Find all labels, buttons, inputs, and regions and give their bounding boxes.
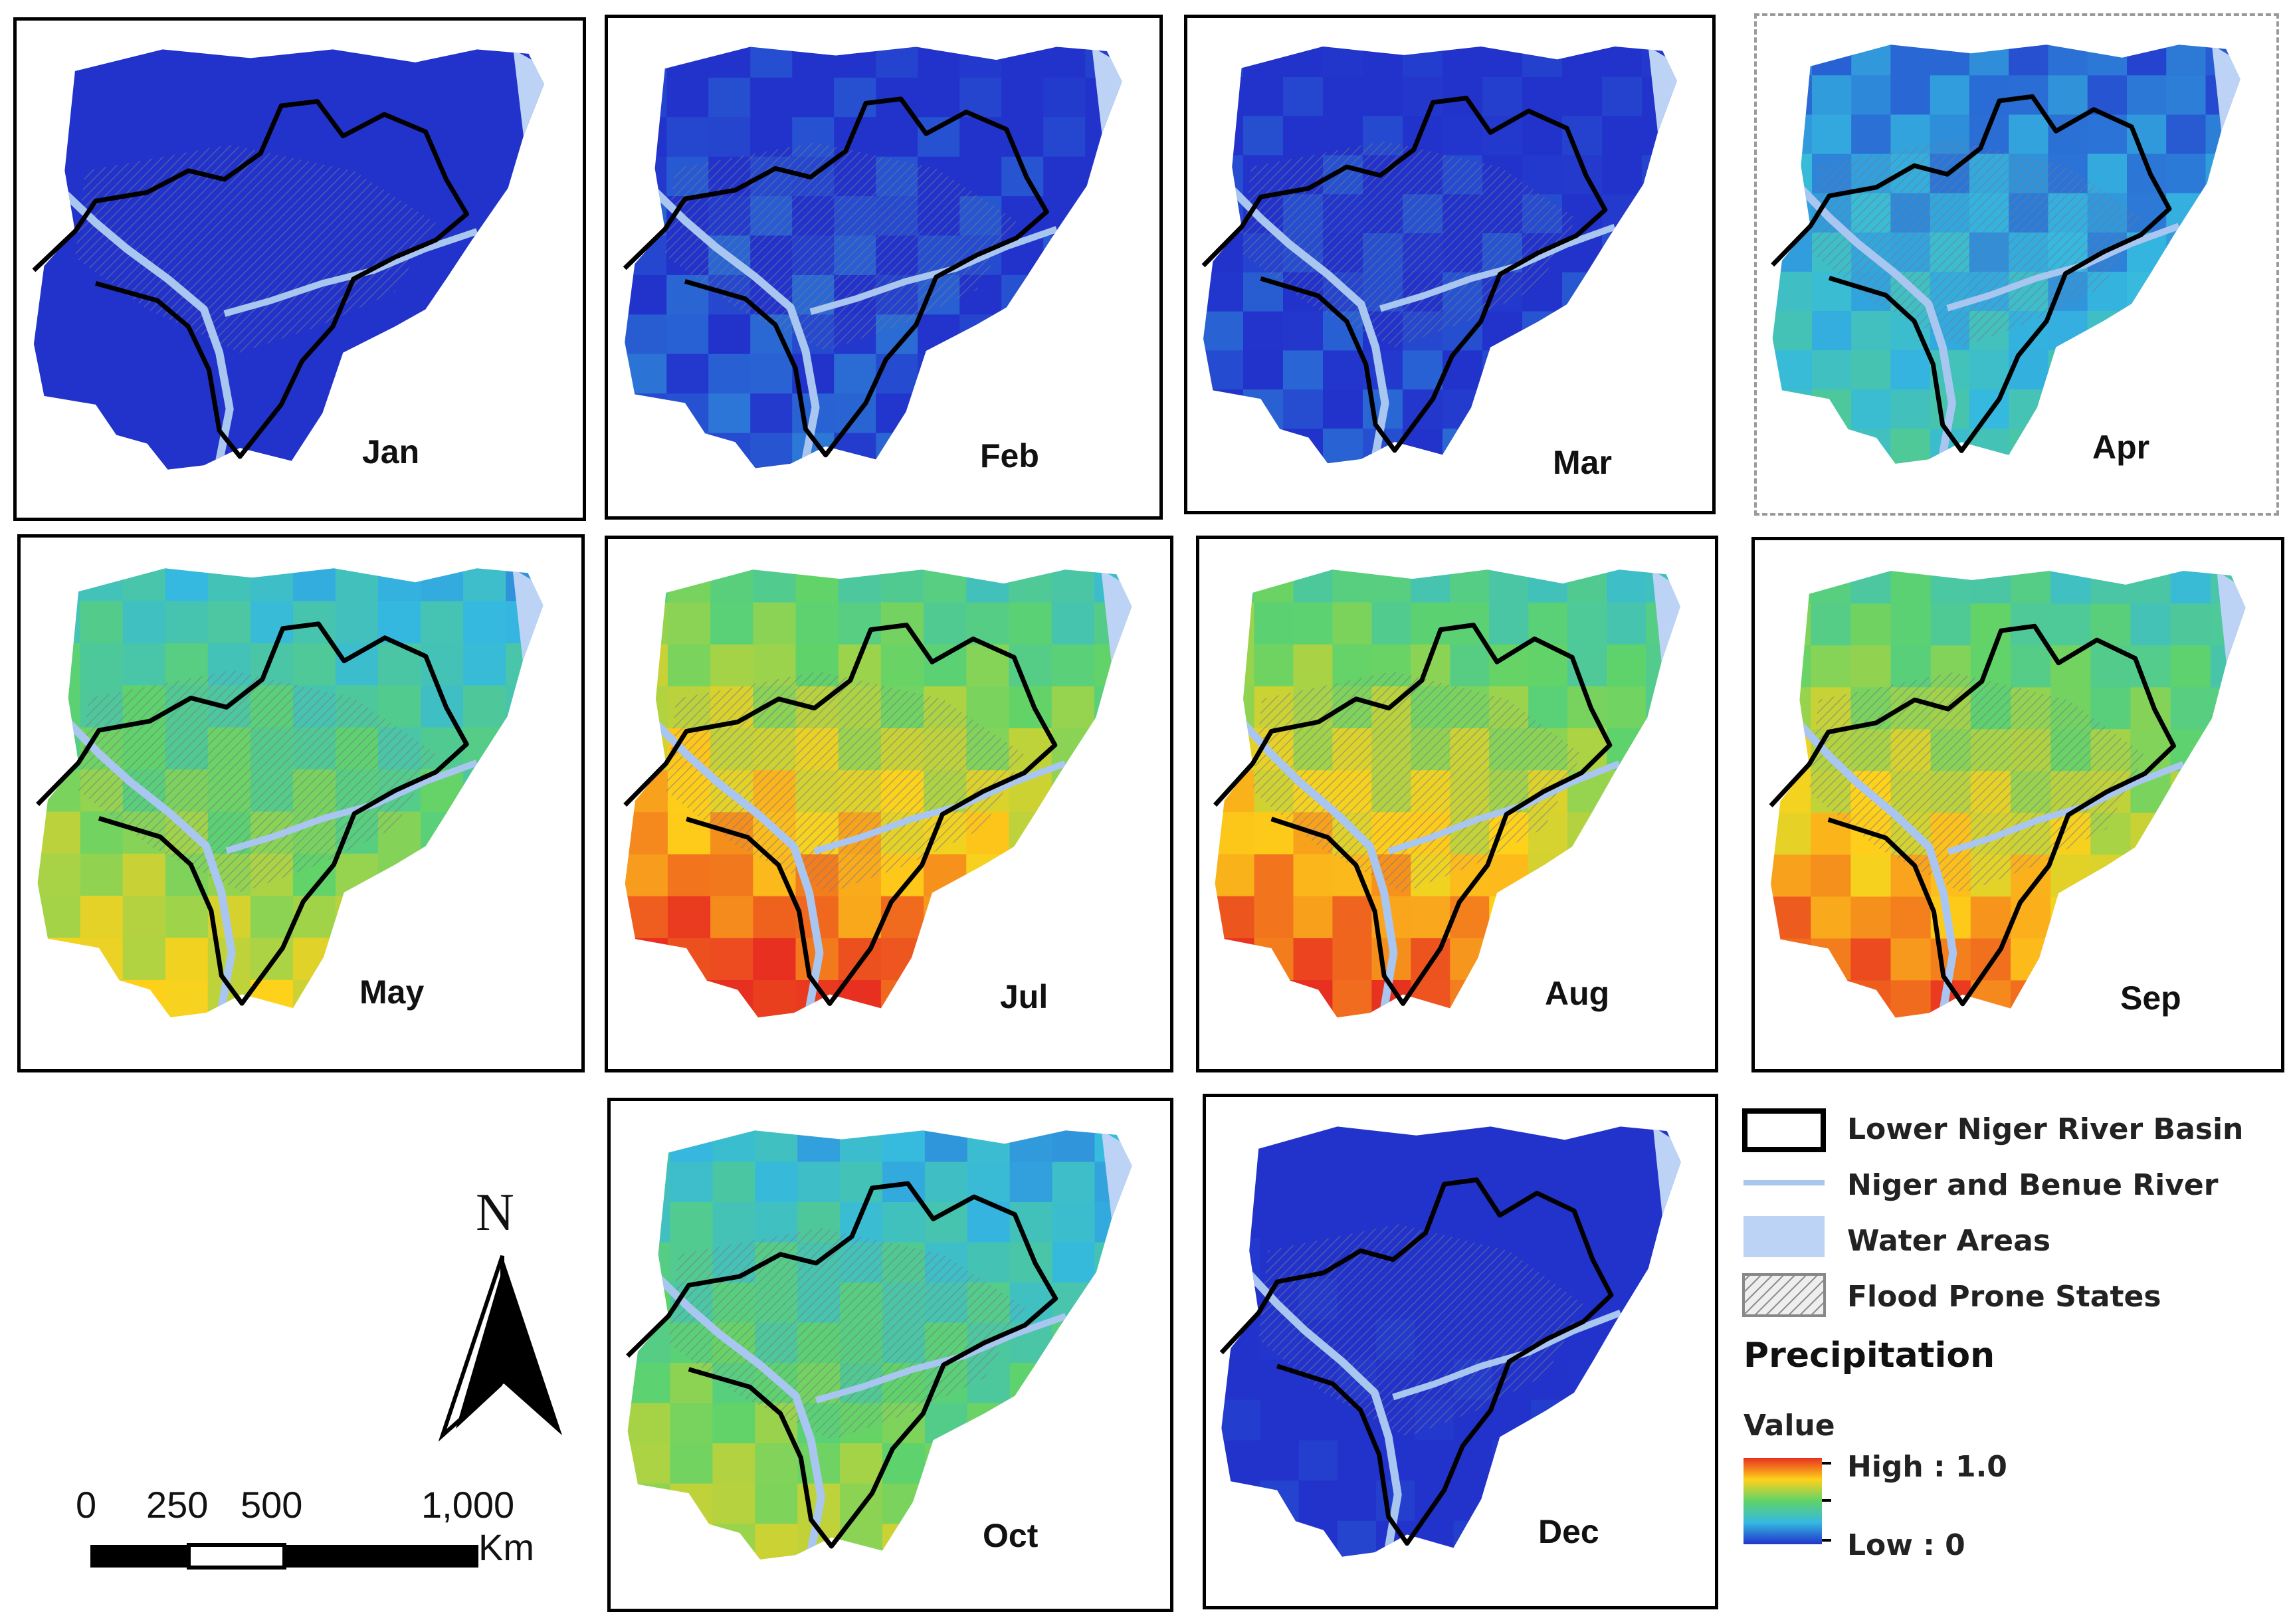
scale-unit: Km bbox=[478, 1526, 534, 1568]
legend-label-flood: Flood Prone States bbox=[1847, 1280, 2161, 1314]
nigeria-map bbox=[32, 49, 544, 470]
map-panel-dec: Dec bbox=[1203, 1094, 1718, 1609]
nigeria-map bbox=[623, 569, 1132, 1018]
nigeria-map bbox=[623, 47, 1122, 468]
north-label: N bbox=[476, 1183, 514, 1242]
flood-swatch bbox=[1742, 1273, 1826, 1317]
legend-label-river: Niger and Benue River bbox=[1847, 1168, 2219, 1202]
month-label: Feb bbox=[980, 437, 1039, 474]
legend-value-label: Value bbox=[1743, 1409, 1835, 1443]
scale-bar-graphic bbox=[90, 1543, 478, 1570]
nigeria-map bbox=[1219, 1126, 1681, 1557]
map-panel-oct: Oct bbox=[607, 1098, 1173, 1612]
nigeria-map bbox=[1213, 569, 1680, 1018]
north-arrow-icon bbox=[438, 1255, 562, 1442]
basin-swatch bbox=[1742, 1108, 1826, 1152]
legend-title-precipitation: Precipitation bbox=[1743, 1336, 1995, 1375]
month-label: May bbox=[359, 973, 425, 1011]
map-panel-apr: Apr bbox=[1754, 13, 2279, 516]
month-label: Sep bbox=[2120, 979, 2181, 1017]
month-label: Apr bbox=[2092, 429, 2150, 466]
month-label: Mar bbox=[1553, 444, 1612, 481]
month-label: Jul bbox=[1000, 978, 1048, 1015]
month-label: Oct bbox=[983, 1517, 1039, 1554]
north-arrow: N bbox=[436, 1183, 569, 1462]
map-panel-may: May bbox=[17, 534, 585, 1072]
precip-gradient-swatch bbox=[1743, 1458, 1831, 1544]
nigeria-map bbox=[1201, 47, 1677, 464]
map-panel-feb: Feb bbox=[605, 15, 1163, 520]
map-panel-jan: Jan bbox=[13, 17, 586, 521]
scale-tick-1000: 1,000 bbox=[421, 1484, 515, 1526]
month-label: Dec bbox=[1538, 1513, 1599, 1550]
nigeria-map bbox=[36, 568, 544, 1018]
legend-low: Low : 0 bbox=[1847, 1528, 1965, 1562]
nigeria-map bbox=[626, 1130, 1132, 1560]
map-panel-aug: Aug bbox=[1196, 536, 1718, 1072]
month-label: Aug bbox=[1545, 975, 1610, 1012]
map-panel-mar: Mar bbox=[1184, 15, 1716, 514]
nigeria-map bbox=[1769, 571, 2246, 1018]
scale-tick-250: 250 bbox=[146, 1484, 209, 1526]
legend-high: High : 1.0 bbox=[1847, 1450, 2007, 1484]
water-swatch bbox=[1743, 1216, 1825, 1257]
legend-label-water: Water Areas bbox=[1847, 1224, 2051, 1258]
river-swatch bbox=[1743, 1180, 1825, 1185]
legend-label-basin: Lower Niger River Basin bbox=[1847, 1112, 2244, 1146]
map-panel-jul: Jul bbox=[605, 536, 1173, 1072]
legend: Lower Niger River Basin Niger and Benue … bbox=[1741, 1103, 2286, 1608]
scale-tick-500: 500 bbox=[241, 1484, 303, 1526]
scale-tick-0: 0 bbox=[76, 1484, 97, 1526]
scale-bar: 0 250 500 1,000 Km bbox=[66, 1475, 571, 1581]
map-panel-sep: Sep bbox=[1751, 537, 2284, 1072]
nigeria-map bbox=[1771, 45, 2241, 464]
month-label: Jan bbox=[362, 433, 420, 470]
